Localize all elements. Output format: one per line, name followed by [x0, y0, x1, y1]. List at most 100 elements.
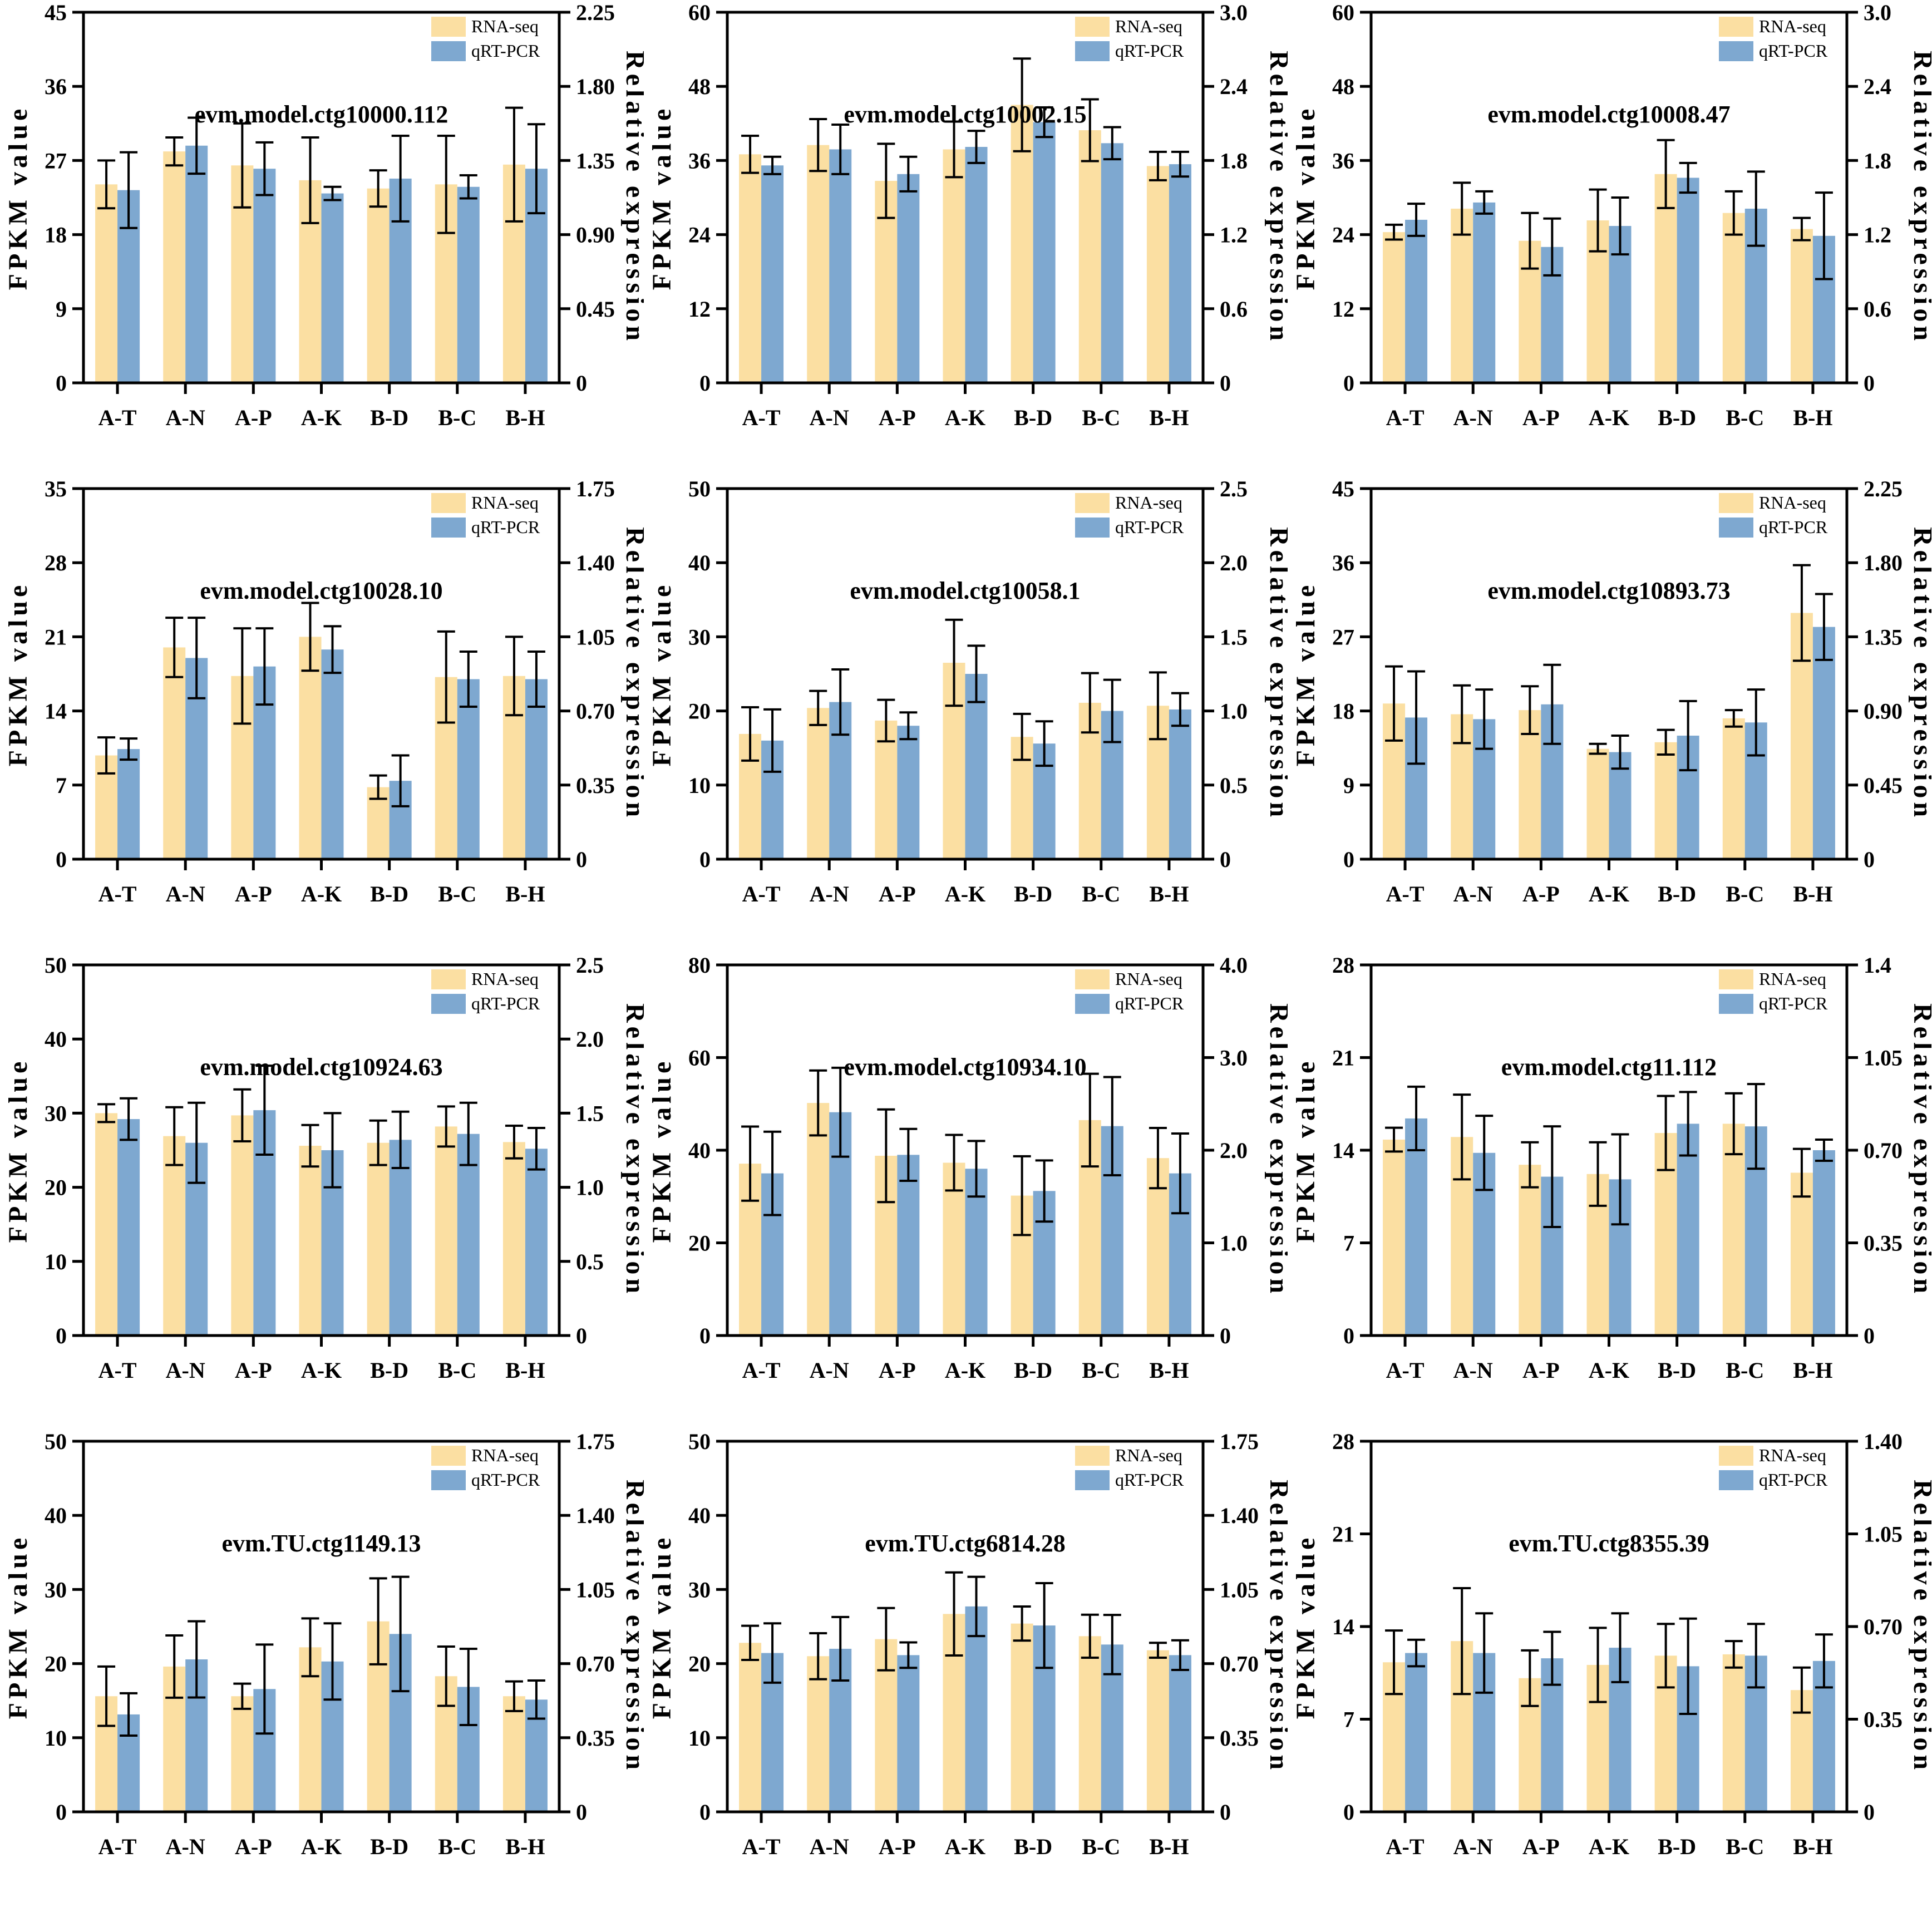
chart-evm.model.ctg10934.10: A-T A-N A-P A-K B-D B-C B-H 0 20 40 60 80 0 1.0 2.0 3.0…	[644, 953, 1288, 1429]
x-tick-label: B-D	[370, 1358, 408, 1383]
chart-evm.TU.ctg8355.39: A-T A-N A-P A-K B-D B-C B-H 0 7 14 21 28 0 0.35 0.70 1.…	[1288, 1429, 1931, 1905]
right-tick-label: 1.5	[576, 1101, 604, 1126]
bar-rna-seq-B-C	[1722, 1654, 1745, 1812]
x-tick-label: A-N	[166, 1834, 205, 1859]
right-tick-label: 1.75	[576, 1429, 615, 1454]
left-tick-label: 35	[45, 476, 67, 501]
bar-qrt-pcr-B-C	[457, 1134, 480, 1336]
bar-rna-seq-A-T	[1383, 1139, 1406, 1336]
left-tick-label: 27	[45, 148, 67, 173]
bar-qrt-pcr-A-P	[897, 1655, 920, 1812]
x-tick-label: A-P	[235, 881, 272, 906]
right-tick-label: 1.05	[576, 1577, 615, 1602]
legend-label-rna-seq: RNA-seq	[1115, 969, 1182, 989]
right-axis-title: Relative expression	[1908, 527, 1931, 821]
right-tick-label: 0	[1864, 371, 1875, 396]
legend-swatch-qrt-pcr	[431, 994, 466, 1014]
right-tick-label: 0.45	[1864, 773, 1903, 798]
bar-rna-seq-B-H	[1146, 1650, 1169, 1812]
legend-label-qrt-pcr: qRT-PCR	[1115, 1470, 1184, 1490]
left-tick-label: 50	[688, 1429, 711, 1454]
left-tick-label: 7	[56, 773, 67, 798]
bar-rna-seq-B-C	[1078, 130, 1101, 383]
right-tick-label: 0.6	[1864, 297, 1891, 322]
bar-rna-seq-A-P	[875, 720, 898, 859]
x-tick-label: B-H	[1149, 1358, 1189, 1383]
left-tick-label: 36	[1332, 148, 1354, 173]
chart-title: evm.model.ctg10893.73	[1487, 577, 1730, 604]
bar-qrt-pcr-B-H	[1812, 627, 1835, 859]
plot-frame	[726, 1440, 1205, 1814]
x-tick-label: B-D	[1014, 881, 1052, 906]
right-tick-label: 1.80	[576, 74, 615, 99]
legend-label-rna-seq: RNA-seq	[1115, 1445, 1182, 1465]
legend-swatch-qrt-pcr	[1075, 1470, 1110, 1490]
bar-rna-seq-A-K	[1586, 748, 1609, 859]
legend-label-rna-seq: RNA-seq	[1759, 1445, 1826, 1465]
right-tick-label: 0	[576, 847, 587, 872]
bar-rna-seq-A-N	[807, 1656, 830, 1812]
legend-label-qrt-pcr: qRT-PCR	[1759, 1470, 1828, 1490]
x-tick-label: A-K	[301, 1834, 342, 1859]
x-tick-label: A-K	[945, 881, 985, 906]
left-tick-label: 14	[1332, 1614, 1354, 1639]
bar-qrt-pcr-B-D	[1033, 122, 1056, 383]
bar-qrt-pcr-A-N	[829, 149, 852, 383]
left-tick-label: 0	[699, 847, 711, 872]
right-tick-label: 2.4	[1864, 74, 1891, 99]
left-tick-label: 18	[45, 223, 67, 248]
x-tick-label: B-C	[1082, 1358, 1120, 1383]
left-tick-label: 0	[56, 847, 67, 872]
right-tick-label: 1.0	[1220, 699, 1248, 724]
x-tick-label: A-T	[1386, 881, 1425, 906]
legend-label-rna-seq: RNA-seq	[1759, 16, 1826, 36]
chart-evm.model.ctg10008.47: A-T A-N A-P A-K B-D B-C B-H 0 12 24 36 48 60 0 0.6 1.2 1…	[1288, 0, 1931, 476]
bar-rna-seq-A-N	[1451, 208, 1473, 383]
left-tick-label: 0	[1343, 1323, 1354, 1348]
chart-title: evm.TU.ctg8355.39	[1509, 1530, 1709, 1557]
x-tick-label: B-H	[505, 405, 545, 430]
left-tick-label: 60	[688, 1046, 711, 1071]
legend-label-qrt-pcr: qRT-PCR	[471, 517, 540, 537]
x-tick-label: B-D	[370, 405, 408, 430]
chart-svg: A-T A-N A-P A-K B-D B-C B-H 0 7 14 21 28 35 0 0.35 0.70…	[3, 476, 644, 906]
bar-qrt-pcr-B-C	[1101, 143, 1123, 383]
right-tick-label: 0	[576, 371, 587, 396]
right-tick-label: 0	[1220, 371, 1231, 396]
chart-title: evm.model.ctg10028.10	[200, 577, 442, 604]
bar-rna-seq-A-N	[807, 145, 830, 383]
bar-rna-seq-B-D	[367, 188, 390, 383]
right-tick-label: 1.4	[1864, 953, 1891, 978]
left-tick-label: 0	[699, 1323, 711, 1348]
right-tick-label: 1.75	[576, 476, 615, 501]
bar-rna-seq-A-P	[231, 1115, 254, 1336]
x-tick-label: B-D	[1658, 1834, 1696, 1859]
left-axis-title: FPKM value	[647, 105, 677, 290]
left-tick-label: 28	[1332, 1429, 1354, 1454]
chart-evm.model.ctg10924.63: A-T A-N A-P A-K B-D B-C B-H 0 10 20 30 40 50 0 0.5 1.0 1…	[0, 953, 644, 1429]
right-tick-label: 1.35	[1864, 624, 1903, 649]
left-tick-label: 10	[688, 1726, 711, 1751]
chart-title: evm.model.ctg10008.47	[1487, 101, 1730, 128]
bar-rna-seq-A-N	[163, 151, 186, 383]
legend-label-qrt-pcr: qRT-PCR	[471, 41, 540, 61]
chart-title: evm.TU.ctg6814.28	[865, 1530, 1066, 1557]
left-tick-label: 7	[1343, 1707, 1354, 1732]
left-axis-title: FPKM value	[3, 1058, 33, 1243]
left-tick-label: 60	[1332, 0, 1354, 25]
left-tick-label: 45	[45, 0, 67, 25]
bar-rna-seq-B-H	[502, 1696, 525, 1812]
legend-swatch-qrt-pcr	[431, 41, 466, 61]
legend-swatch-rna-seq	[1719, 17, 1753, 37]
legend-swatch-qrt-pcr	[1719, 1470, 1753, 1490]
left-tick-label: 28	[1332, 953, 1354, 978]
x-tick-label: A-P	[235, 1834, 272, 1859]
x-tick-label: B-H	[1793, 1358, 1832, 1383]
legend-label-rna-seq: RNA-seq	[1115, 16, 1182, 36]
legend-label-qrt-pcr: qRT-PCR	[471, 1470, 540, 1490]
bar-rna-seq-A-K	[299, 1146, 322, 1336]
x-tick-label: A-N	[166, 405, 205, 430]
x-tick-label: B-C	[1726, 1834, 1764, 1859]
chart-title: evm.model.ctg10000.112	[195, 101, 448, 128]
legend-swatch-qrt-pcr	[431, 518, 466, 538]
